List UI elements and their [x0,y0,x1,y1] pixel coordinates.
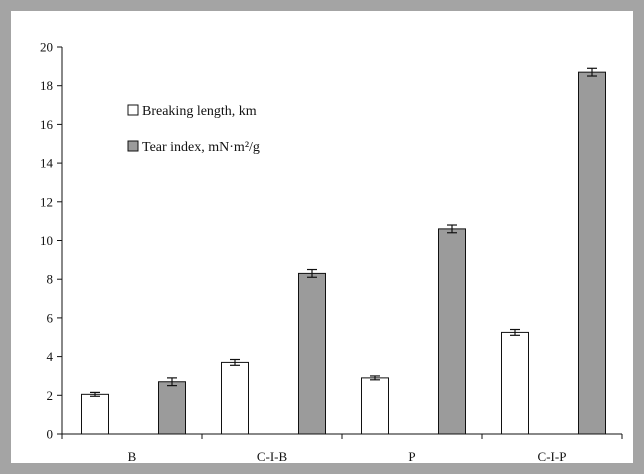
x-tick-label-c-i-p: C-I-P [538,449,567,463]
y-tick-label: 12 [40,194,53,209]
error-bar-breaking-length-km-c-i-b [230,358,240,366]
bar-tear-index-mn-m-g-b [158,381,186,435]
y-tick-label: 18 [40,78,53,93]
bar-breaking-length-km-b [81,393,109,435]
error-bar-breaking-length-km-b [90,391,100,397]
bar-tear-index-mn-m-g-c-i-p [578,71,606,435]
bar-breaking-length-km-p [361,377,389,435]
legend-label-breaking-length: Breaking length, km [142,104,257,119]
legend-swatch-breaking-length [127,104,139,116]
x-axis: B C-I-B P C-I-P [61,433,623,463]
chart-frame: 0 2 4 6 8 10 12 14 16 18 20 B C-I-B P C-I-P Breaking … [11,11,633,463]
error-bar-breaking-length-km-p [370,375,380,381]
y-axis: 0 2 4 6 8 10 12 14 16 18 20 [40,40,63,442]
error-bars [90,67,597,397]
y-tick-label: 20 [40,40,53,55]
y-tick-label: 6 [47,310,54,325]
x-tick-label-p: P [408,449,415,463]
bar-chart: 0 2 4 6 8 10 12 14 16 18 20 B C-I-B P C-I-P Breaking … [40,40,623,463]
y-tick-label: 14 [40,156,54,171]
error-bar-tear-index-mn-m-g-c-i-b [307,268,317,278]
legend-swatch-tear-index [127,140,139,152]
x-tick-label-c-i-b: C-I-B [257,449,288,463]
legend-label-tear-index: Tear index, mN·m²/g [142,140,260,155]
bar-breaking-length-km-c-i-p [501,331,529,435]
bars [81,71,606,435]
legend: Breaking length, km Tear index, mN·m²/g [127,104,260,155]
y-tick-label: 8 [47,272,54,287]
y-tick-label: 10 [40,233,53,248]
y-tick-label: 2 [47,388,54,403]
y-tick-label: 4 [47,349,54,364]
bar-tear-index-mn-m-g-c-i-b [298,272,326,435]
error-bar-breaking-length-km-c-i-p [510,328,520,336]
x-tick-label-b: B [128,449,137,463]
error-bar-tear-index-mn-m-g-p [447,224,457,234]
bar-breaking-length-km-c-i-b [221,361,249,435]
error-bar-tear-index-mn-m-g-c-i-p [587,67,597,77]
y-tick-label: 16 [40,117,54,132]
bar-tear-index-mn-m-g-p [438,228,466,435]
error-bar-tear-index-mn-m-g-b [167,377,177,387]
y-tick-label: 0 [47,427,54,442]
